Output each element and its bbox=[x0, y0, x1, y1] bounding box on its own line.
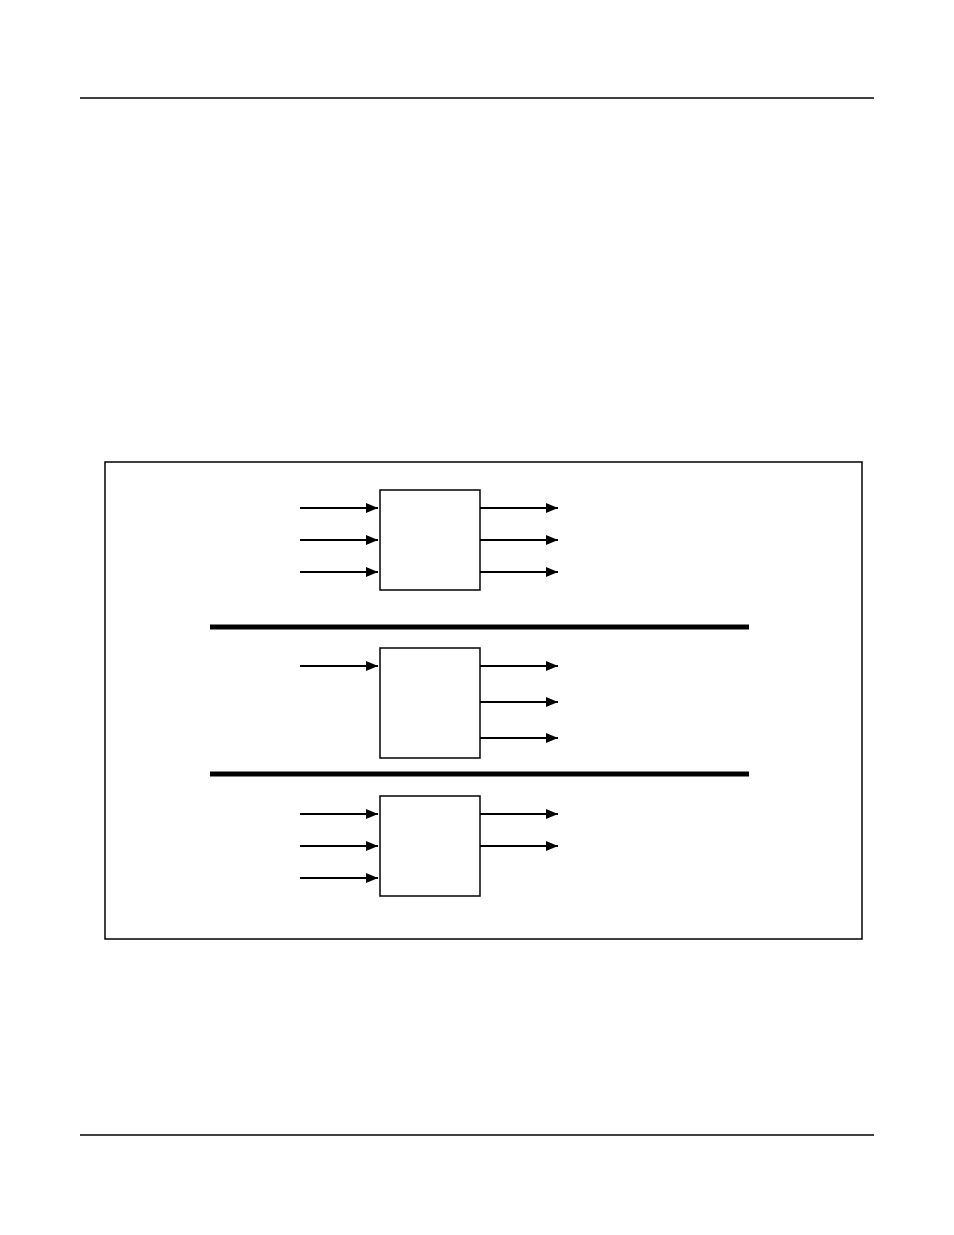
box-middle bbox=[380, 648, 480, 758]
box-bottom bbox=[380, 796, 480, 896]
box-top bbox=[380, 490, 480, 590]
figure-frame bbox=[105, 462, 862, 939]
diagram-canvas bbox=[0, 0, 954, 1235]
